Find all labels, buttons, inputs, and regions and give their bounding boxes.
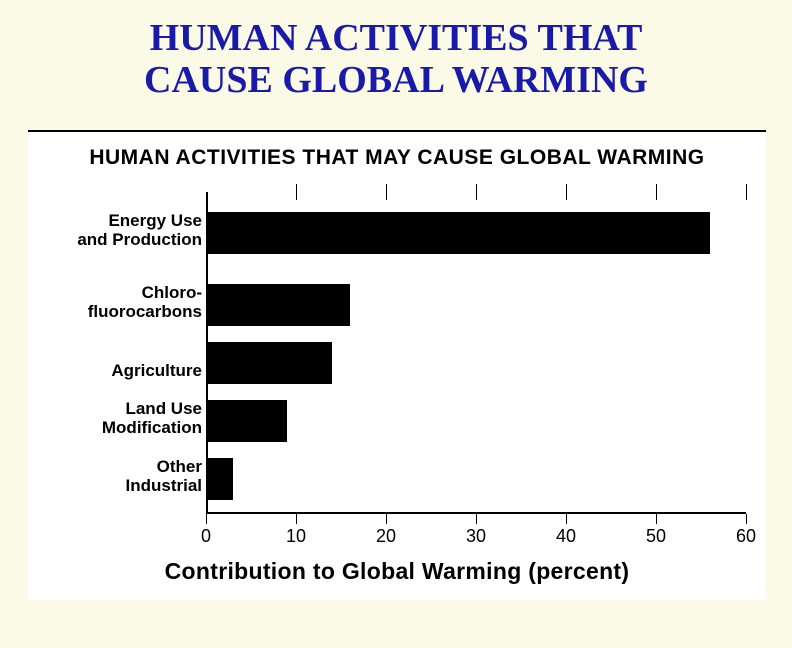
x-tick-label: 10 bbox=[286, 526, 306, 547]
category-label: Land UseModification bbox=[28, 398, 206, 440]
category-label: Chloro-fluorocarbons bbox=[28, 282, 206, 324]
chart-container: HUMAN ACTIVITIES THAT MAY CAUSE GLOBAL W… bbox=[28, 130, 766, 600]
top-tick bbox=[746, 184, 747, 200]
category-label-line1: Chloro- bbox=[142, 283, 202, 302]
x-axis: 0102030405060 bbox=[206, 514, 766, 544]
top-tick bbox=[386, 184, 387, 200]
category-label-line2: fluorocarbons bbox=[88, 302, 202, 321]
bar bbox=[206, 342, 332, 384]
bar bbox=[206, 400, 287, 442]
category-label: Energy Useand Production bbox=[28, 210, 206, 252]
x-tick bbox=[566, 514, 567, 524]
top-tick bbox=[296, 184, 297, 200]
category-label-line2: and Production bbox=[77, 230, 202, 249]
bar bbox=[206, 284, 350, 326]
category-label-line2: Modification bbox=[102, 418, 202, 437]
x-tick-label: 30 bbox=[466, 526, 486, 547]
bar bbox=[206, 458, 233, 500]
x-tick bbox=[656, 514, 657, 524]
chart-area: Energy Useand Production Chloro-fluorocar… bbox=[28, 192, 766, 542]
x-tick-label: 60 bbox=[736, 526, 756, 547]
x-tick bbox=[296, 514, 297, 524]
top-tick bbox=[656, 184, 657, 200]
x-tick-label: 20 bbox=[376, 526, 396, 547]
chart-inner-title: HUMAN ACTIVITIES THAT MAY CAUSE GLOBAL W… bbox=[28, 132, 766, 170]
x-tick bbox=[206, 514, 207, 524]
x-tick bbox=[476, 514, 477, 524]
category-label: OtherIndustrial bbox=[28, 456, 206, 498]
category-label-line1: Agriculture bbox=[111, 361, 202, 380]
x-tick-label: 0 bbox=[201, 526, 211, 547]
slide-title: HUMAN ACTIVITIES THAT CAUSE GLOBAL WARMI… bbox=[0, 0, 792, 102]
category-label-line1: Other bbox=[157, 457, 202, 476]
bar bbox=[206, 212, 710, 254]
category-label-line1: Energy Use bbox=[108, 211, 202, 230]
slide-title-line1: HUMAN ACTIVITIES THAT bbox=[150, 17, 643, 59]
plot-region bbox=[206, 192, 746, 512]
x-tick-label: 40 bbox=[556, 526, 576, 547]
top-tick bbox=[566, 184, 567, 200]
category-label-line2: Industrial bbox=[125, 476, 202, 495]
category-label: Agriculture bbox=[28, 350, 206, 392]
x-tick bbox=[746, 514, 747, 524]
x-axis-title: Contribution to Global Warming (percent) bbox=[28, 558, 766, 585]
x-tick-label: 50 bbox=[646, 526, 666, 547]
category-label-line1: Land Use bbox=[125, 399, 202, 418]
top-tick bbox=[476, 184, 477, 200]
slide-title-line2: CAUSE GLOBAL WARMING bbox=[144, 59, 648, 101]
x-tick bbox=[386, 514, 387, 524]
